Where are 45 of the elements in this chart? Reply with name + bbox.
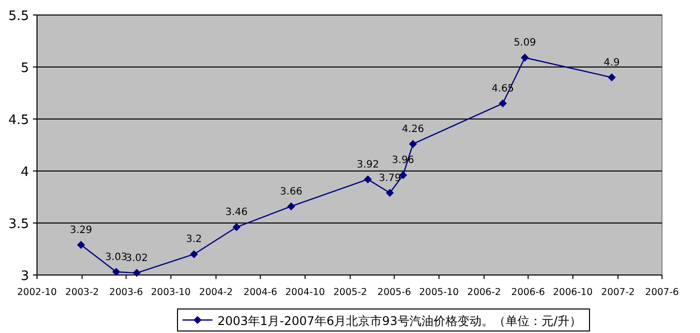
x-tick-label: 2003-10 xyxy=(151,287,191,298)
point xyxy=(364,175,372,184)
x-tick-label: 2006-6 xyxy=(511,287,545,298)
y-tick-label: 3 xyxy=(20,269,29,284)
point xyxy=(498,99,507,108)
data-label: 3.03 xyxy=(105,252,128,263)
y-tick-label: 5.5 xyxy=(8,9,29,24)
legend-label: 2003年1月-2007年6月北京市93号汽油价格变动。（单位：元/升） xyxy=(218,314,582,328)
x-tick-label: 2003-6 xyxy=(109,287,143,298)
data-label: 3.46 xyxy=(225,207,248,218)
point xyxy=(608,73,616,82)
data-label: 5.09 xyxy=(514,38,536,49)
point xyxy=(77,240,86,249)
point xyxy=(232,223,241,232)
x-tick-label: 2004-6 xyxy=(244,287,278,298)
point xyxy=(132,268,141,277)
point xyxy=(287,202,296,210)
x-tick-label: 2004-10 xyxy=(285,287,325,298)
point xyxy=(112,268,120,276)
y-tick-label: 5 xyxy=(20,61,29,76)
point xyxy=(190,250,198,258)
data-label: 3.29 xyxy=(70,224,92,236)
data-label: 3.02 xyxy=(126,252,148,264)
x-tick-label: 2005-2 xyxy=(333,287,368,298)
x-tick-label: 2003-2 xyxy=(65,287,99,298)
data-label: 4.9 xyxy=(604,57,620,68)
y-tick-label: 4.5 xyxy=(8,113,29,128)
x-tick-label: 2005-10 xyxy=(419,287,459,298)
data-label: 3.79 xyxy=(378,172,401,184)
x-tick-label: 2007-2 xyxy=(601,287,635,298)
point xyxy=(386,188,394,197)
x-tick-label: 2007-6 xyxy=(645,287,679,298)
data-label: 3.2 xyxy=(186,234,202,246)
x-tick-label: 2004-2 xyxy=(199,287,233,298)
y-tick-label: 3.5 xyxy=(8,217,29,232)
x-tick-label: 2005-6 xyxy=(377,287,412,298)
point xyxy=(408,140,417,148)
data-label: 3.66 xyxy=(280,186,302,198)
x-tick-label: 2002-10 xyxy=(17,287,57,298)
data-label: 3.92 xyxy=(356,159,379,170)
x-tick-label: 2006-10 xyxy=(553,287,593,298)
point xyxy=(520,54,529,62)
x-tick-label: 2006-2 xyxy=(467,287,501,298)
y-tick-label: 4 xyxy=(20,165,29,180)
data-label: 4.26 xyxy=(402,124,424,135)
